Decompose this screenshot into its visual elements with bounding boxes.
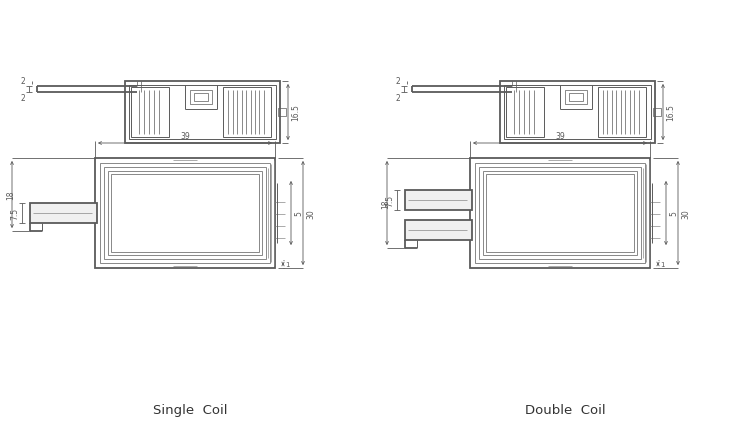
Bar bbox=[569, 94, 583, 102]
Bar bbox=[190, 91, 212, 105]
Bar bbox=[405, 191, 472, 211]
Text: 7.5: 7.5 bbox=[10, 208, 19, 219]
Bar bbox=[500, 82, 655, 144]
Bar bbox=[405, 220, 472, 240]
Text: 18: 18 bbox=[6, 191, 15, 200]
Bar bbox=[278, 109, 286, 117]
Bar bbox=[565, 91, 587, 105]
Text: 39: 39 bbox=[180, 132, 190, 141]
Bar bbox=[479, 168, 641, 259]
Text: Double  Coil: Double Coil bbox=[525, 403, 605, 417]
Bar bbox=[486, 175, 634, 252]
Text: 5: 5 bbox=[294, 211, 303, 216]
Text: 16.5: 16.5 bbox=[291, 104, 300, 121]
Text: Single  Coil: Single Coil bbox=[153, 403, 227, 417]
Bar bbox=[194, 94, 208, 102]
Text: 5: 5 bbox=[669, 211, 678, 216]
Bar bbox=[598, 88, 646, 138]
Bar bbox=[506, 88, 544, 138]
Bar bbox=[475, 164, 645, 263]
Bar bbox=[100, 164, 270, 263]
Text: 2: 2 bbox=[20, 77, 25, 86]
Bar bbox=[470, 159, 650, 268]
Bar bbox=[108, 172, 262, 255]
Text: 2: 2 bbox=[395, 94, 400, 103]
Text: 39: 39 bbox=[555, 132, 565, 141]
Bar bbox=[125, 82, 280, 144]
Text: 7.5: 7.5 bbox=[385, 194, 394, 207]
Bar bbox=[483, 172, 637, 255]
Bar bbox=[129, 86, 276, 140]
Bar bbox=[131, 88, 169, 138]
Text: 1: 1 bbox=[285, 261, 290, 267]
Text: 30: 30 bbox=[681, 208, 690, 219]
Bar bbox=[111, 175, 259, 252]
Text: 18: 18 bbox=[381, 199, 390, 208]
Bar bbox=[504, 86, 651, 140]
Bar bbox=[653, 109, 661, 117]
Text: 1: 1 bbox=[660, 261, 664, 267]
Bar bbox=[104, 168, 266, 259]
Bar bbox=[223, 88, 271, 138]
Text: 2: 2 bbox=[20, 94, 25, 103]
Bar bbox=[30, 204, 97, 223]
Bar bbox=[95, 159, 275, 268]
Text: 16.5: 16.5 bbox=[666, 104, 675, 121]
Text: 30: 30 bbox=[306, 208, 315, 219]
Text: 2: 2 bbox=[395, 77, 400, 86]
